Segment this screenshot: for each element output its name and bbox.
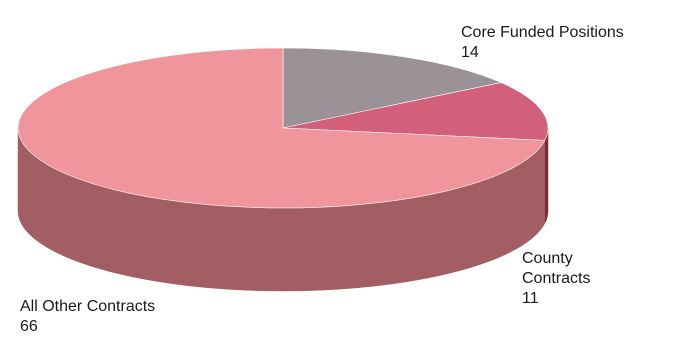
label-other-name: All Other Contracts [20,298,156,315]
label-core-name: Core Funded Positions [461,24,624,41]
pie-slice-core-funded-positions [282,47,503,129]
label-core-funded-positions: Core Funded Positions 14 [461,23,624,63]
label-all-other-contracts: All Other Contracts 66 [20,297,155,337]
label-county-contracts: County Contracts 11 [522,249,590,309]
pie-slice-county-contracts [282,82,549,141]
label-core-value: 14 [461,44,479,61]
label-county-name-line1: County [522,250,573,267]
pie-top-faces [17,47,549,209]
pie-slice-all-other-contracts [17,47,546,209]
label-other-value: 66 [20,318,38,335]
pie-side-county-contracts [544,127,549,224]
label-county-name-line2: Contracts [522,270,591,287]
label-county-value: 11 [522,290,539,307]
